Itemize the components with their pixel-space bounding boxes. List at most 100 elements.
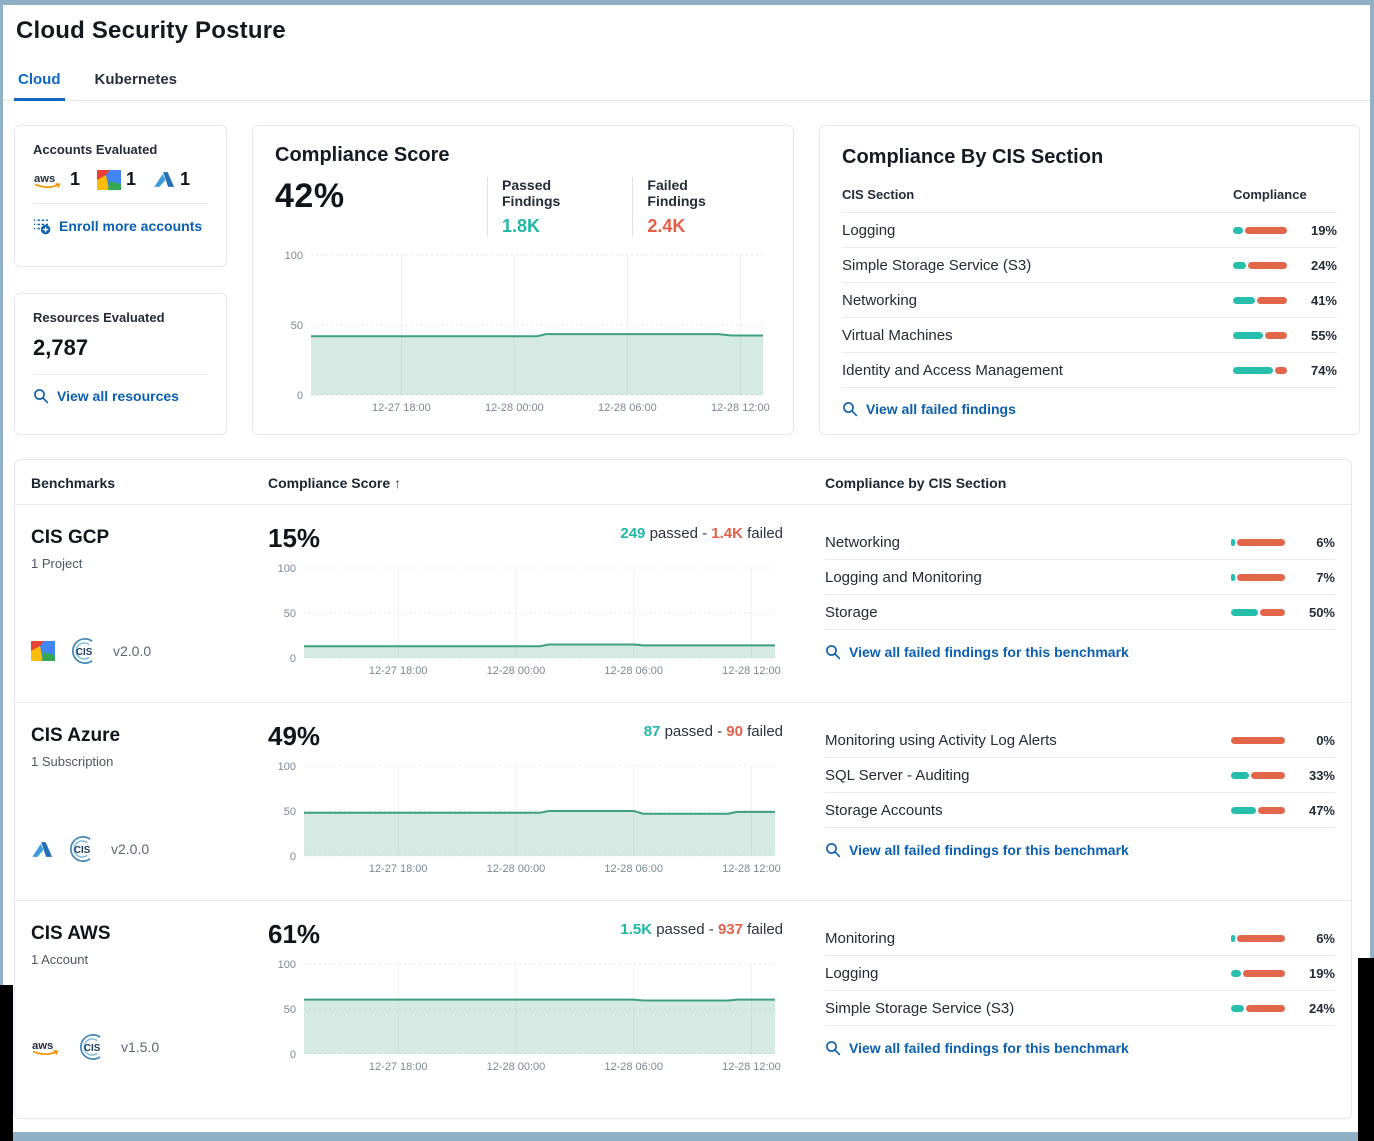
compliance-bar: [1233, 366, 1287, 374]
azure-account-count: 1: [153, 169, 190, 190]
cis-logo-icon: CIS: [77, 1032, 107, 1062]
azure-icon: [153, 170, 175, 189]
svg-text:0: 0: [290, 653, 296, 665]
compliance-bar: [1231, 969, 1285, 977]
desktop-background-right: [1358, 958, 1374, 1141]
benchmark-score: 15%: [268, 523, 321, 553]
cis-section-row[interactable]: Virtual Machines 55%: [842, 318, 1337, 353]
benchmark-section-row: Logging 19%: [825, 956, 1335, 991]
benchmarks-table: Benchmarks Compliance Score ↑ Compliance …: [14, 459, 1352, 1119]
benchmark-scope: 1 Subscription: [31, 754, 114, 769]
svg-text:12-28 00:00: 12-28 00:00: [487, 863, 546, 875]
compliance-bar: [1231, 573, 1285, 581]
svg-text:12-28 06:00: 12-28 06:00: [604, 863, 663, 875]
resources-evaluated-value: 2,787: [33, 335, 89, 360]
enroll-accounts-icon: [33, 217, 51, 235]
compliance-bar: [1231, 736, 1285, 744]
svg-text:12-28 12:00: 12-28 12:00: [722, 863, 781, 875]
benchmark-version: v1.5.0: [121, 1039, 160, 1055]
benchmark-section-row: Simple Storage Service (S3) 24%: [825, 991, 1335, 1026]
failed-findings-value: 2.4K: [647, 216, 686, 236]
compliance-bar: [1231, 934, 1285, 942]
svg-text:50: 50: [284, 608, 296, 620]
passed-failed-summary: 249 passed - 1.4K failed: [620, 525, 783, 542]
benchmark-name: CIS Azure: [31, 725, 121, 746]
benchmark-trend-chart: 0 50 100 12-27 18:00 12-28 00:00 12-28 06:00 1…: [268, 760, 783, 878]
col-benchmarks: Benchmarks: [31, 475, 116, 491]
view-failed-findings-benchmark-link[interactable]: View all failed findings for this benchm…: [825, 842, 1129, 858]
search-icon: [825, 1040, 841, 1056]
view-all-resources-link[interactable]: View all resources: [33, 388, 179, 404]
svg-text:50: 50: [284, 1004, 296, 1016]
overall-compliance-score: 42%: [275, 177, 345, 215]
provider-counts: aws 1 1 1: [33, 169, 208, 190]
svg-text:12-28 06:00: 12-28 06:00: [598, 402, 657, 414]
compliance-bar: [1233, 296, 1287, 304]
col-compliance-by-cis-section: Compliance by CIS Section: [825, 475, 1007, 491]
gcp-account-count: 1: [97, 169, 136, 190]
search-icon: [33, 388, 49, 404]
compliance-bar: [1231, 538, 1285, 546]
compliance-bar: [1231, 806, 1285, 814]
enroll-more-accounts-link[interactable]: Enroll more accounts: [33, 217, 202, 235]
benchmark-version: v2.0.0: [113, 643, 152, 659]
resources-evaluated-title: Resources Evaluated: [33, 310, 165, 325]
svg-text:12-28 00:00: 12-28 00:00: [487, 1061, 546, 1073]
cis-section-card-title: Compliance By CIS Section: [842, 146, 1104, 168]
window-frame-right: [1370, 5, 1374, 958]
benchmark-section-row: SQL Server - Auditing 33%: [825, 758, 1335, 793]
view-failed-findings-benchmark-link[interactable]: View all failed findings for this benchm…: [825, 1040, 1129, 1056]
benchmark-section-row: Monitoring using Activity Log Alerts 0%: [825, 723, 1335, 758]
compliance-score-title: Compliance Score: [275, 144, 450, 166]
aws-icon: aws: [33, 170, 65, 190]
benchmark-row-cis-azure: CIS Azure 1 Subscription CIS v2.0.0 49% …: [15, 702, 1351, 900]
cis-section-row[interactable]: Logging 19%: [842, 213, 1337, 248]
gcp-icon: [97, 170, 121, 190]
compliance-by-cis-section-card: Compliance By CIS Section CIS Section Co…: [819, 125, 1360, 435]
svg-text:50: 50: [284, 806, 296, 818]
svg-text:12-27 18:00: 12-27 18:00: [369, 863, 428, 875]
svg-text:CIS: CIS: [76, 647, 93, 658]
svg-text:12-28 06:00: 12-28 06:00: [604, 1061, 663, 1073]
compliance-bar: [1233, 226, 1287, 234]
benchmark-section-row: Logging and Monitoring 7%: [825, 560, 1335, 595]
svg-text:12-28 12:00: 12-28 12:00: [722, 1061, 781, 1073]
benchmark-section-row: Monitoring 6%: [825, 921, 1335, 956]
benchmark-section-row: Storage 50%: [825, 595, 1335, 630]
svg-text:0: 0: [290, 1049, 296, 1061]
benchmark-score: 49%: [268, 721, 321, 751]
sort-ascending-icon: ↑: [394, 475, 402, 491]
benchmark-score: 61%: [268, 919, 321, 949]
svg-text:12-27 18:00: 12-27 18:00: [369, 1061, 428, 1073]
view-all-failed-findings-link[interactable]: View all failed findings: [842, 401, 1016, 417]
compliance-bar: [1231, 608, 1285, 616]
svg-text:100: 100: [278, 959, 296, 971]
compliance-bar: [1233, 261, 1287, 269]
tab-cloud[interactable]: Cloud: [14, 71, 64, 101]
search-icon: [825, 842, 841, 858]
svg-text:12-28 06:00: 12-28 06:00: [604, 665, 663, 677]
accounts-evaluated-card: Accounts Evaluated aws 1 1 1 Enroll more …: [14, 125, 227, 267]
desktop-background-left: [0, 985, 13, 1141]
window-frame-bottom: [13, 1132, 1358, 1141]
svg-text:12-28 00:00: 12-28 00:00: [487, 665, 546, 677]
compliance-bar: [1233, 331, 1287, 339]
passed-failed-summary: 87 passed - 90 failed: [643, 723, 783, 740]
benchmarks-table-header: Benchmarks Compliance Score ↑ Compliance …: [15, 460, 1351, 505]
tab-kubernetes[interactable]: Kubernetes: [94, 71, 178, 88]
cis-section-row[interactable]: Networking 41%: [842, 283, 1337, 318]
window-frame-top: [0, 0, 1374, 5]
cis-section-row[interactable]: Simple Storage Service (S3) 24%: [842, 248, 1337, 283]
tab-bar: Cloud Kubernetes: [0, 71, 1374, 101]
view-failed-findings-benchmark-link[interactable]: View all failed findings for this benchm…: [825, 644, 1129, 660]
col-compliance-score-sortable[interactable]: Compliance Score ↑: [268, 475, 402, 491]
svg-text:12-27 18:00: 12-27 18:00: [369, 665, 428, 677]
cis-section-row[interactable]: Identity and Access Management 74%: [842, 353, 1337, 388]
svg-text:0: 0: [290, 851, 296, 863]
benchmark-trend-chart: 0 50 100 12-27 18:00 12-28 00:00 12-28 06:00 1…: [268, 562, 783, 680]
passed-failed-summary: 1.5K passed - 937 failed: [620, 921, 783, 938]
svg-text:12-27 18:00: 12-27 18:00: [372, 402, 431, 414]
svg-text:12-28 00:00: 12-28 00:00: [485, 402, 544, 414]
cis-section-table-header: CIS Section Compliance: [842, 187, 1337, 213]
